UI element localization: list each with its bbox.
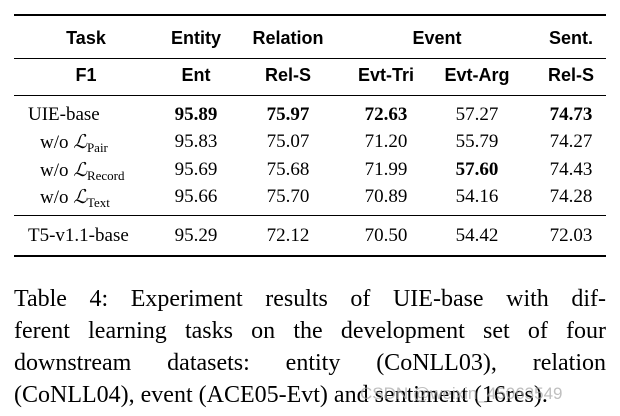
header-relation: Relation — [252, 28, 324, 48]
table-cell: 75.97 — [266, 104, 310, 125]
row-label-wo-record: w/o ℒRecord — [40, 159, 124, 187]
baseline-rule — [14, 215, 606, 216]
metric-rule — [14, 95, 606, 96]
table-cell: 75.07 — [266, 131, 310, 152]
loss-symbol: ℒ — [73, 159, 87, 181]
table-cell: 95.83 — [174, 131, 218, 152]
table-cell: 70.89 — [364, 186, 408, 207]
table-cell: 72.63 — [364, 104, 408, 125]
table-cell: 75.70 — [266, 186, 310, 207]
row-label-prefix: w/o — [40, 160, 74, 181]
metric-ent: Ent — [181, 65, 211, 85]
loss-symbol: ℒ — [73, 131, 87, 153]
metric-rel-s: Rel-S — [264, 65, 312, 85]
row-label-wo-pair: w/o ℒPair — [40, 131, 108, 159]
header-event: Event — [412, 28, 462, 48]
table-cell: 95.66 — [174, 186, 218, 207]
watermark: CSDN @weixin_45063549 — [360, 384, 563, 403]
table-cell: 72.12 — [266, 225, 310, 246]
table-cell: 74.43 — [549, 159, 593, 180]
metric-evt-arg: Evt-Arg — [444, 65, 510, 85]
metric-evt-tri: Evt-Tri — [357, 65, 415, 85]
header-rule — [14, 58, 606, 59]
metric-sent-rel-s: Rel-S — [547, 65, 595, 85]
row-label-t5-base: T5-v1.1-base — [28, 225, 129, 246]
table-cell: 72.03 — [549, 225, 593, 246]
header-task: Task — [66, 28, 106, 48]
loss-subscript: Record — [86, 168, 125, 183]
header-entity: Entity — [170, 28, 222, 48]
table-cell: 95.29 — [174, 225, 218, 246]
table-cell: 75.68 — [266, 159, 310, 180]
loss-symbol: ℒ — [73, 186, 87, 208]
row-label-prefix: w/o — [40, 187, 74, 208]
caption-line: Table 4: Experiment results of UIE-base … — [14, 286, 606, 312]
table-cell: 57.60 — [455, 159, 499, 180]
row-label-wo-text: w/o ℒText — [40, 186, 110, 214]
table-cell: 55.79 — [455, 131, 499, 152]
table-cell: 95.89 — [174, 104, 218, 125]
table-cell: 74.27 — [549, 131, 593, 152]
table-caption: Table 4: Experiment results of UIE-base … — [14, 283, 606, 411]
loss-subscript: Text — [86, 195, 110, 210]
table-cell: 74.28 — [549, 186, 593, 207]
caption-line: ferent learning tasks on the development… — [14, 318, 606, 344]
table-cell: 70.50 — [364, 225, 408, 246]
bottom-rule — [14, 255, 606, 257]
table-cell: 54.16 — [455, 186, 499, 207]
table-cell: 71.20 — [364, 131, 408, 152]
metric-f1: F1 — [75, 65, 97, 85]
table-cell: 95.69 — [174, 159, 218, 180]
row-label-uie-base: UIE-base — [28, 104, 100, 125]
caption-line: downstream datasets: entity (CoNLL03), r… — [14, 350, 606, 376]
table-cell: 57.27 — [455, 104, 499, 125]
table-cell: 74.73 — [549, 104, 593, 125]
row-label-prefix: w/o — [40, 132, 74, 153]
table-cell: 71.99 — [364, 159, 408, 180]
header-sent: Sent. — [548, 28, 594, 48]
loss-subscript: Pair — [86, 140, 108, 155]
top-rule — [14, 14, 606, 16]
table-cell: 54.42 — [455, 225, 499, 246]
caption-line: (CoNLL04), event (ACE05-Evt) and sentime… — [14, 382, 548, 408]
